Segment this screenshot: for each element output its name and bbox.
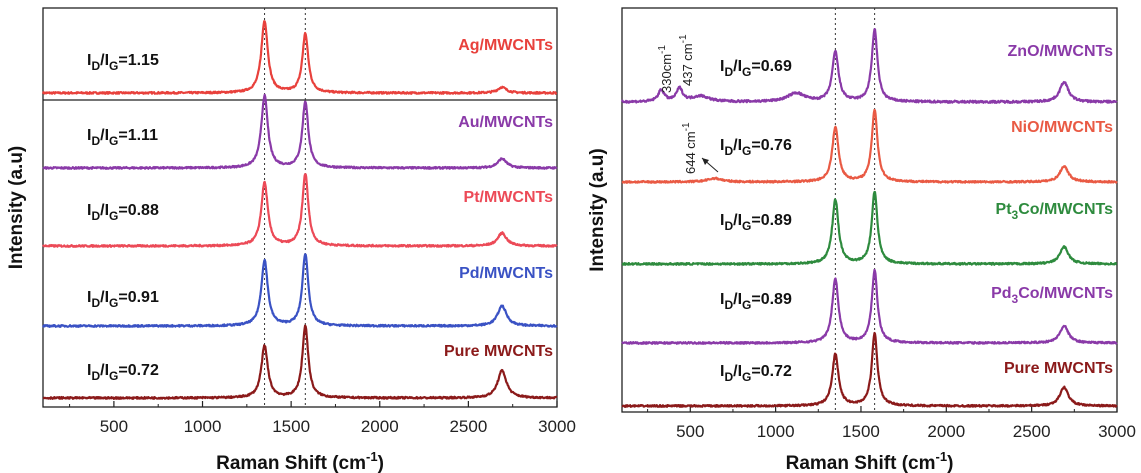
- x-tick-label: 500: [676, 422, 704, 441]
- y-axis-title: Intensity (a.u): [587, 148, 608, 272]
- series-label: Ag/MWCNTs: [458, 37, 553, 54]
- spectrum-line-au-mwcnts: [42, 93, 558, 170]
- x-tick-label: 1000: [757, 422, 795, 441]
- plot-frame: [621, 7, 1118, 413]
- chart-panel-right: 500 1000 1500 2000 2500 3000 Raman Shift (cm-1…: [587, 7, 1136, 473]
- series-label: ZnO/MWCNTs: [1008, 43, 1114, 60]
- id-ig-ratio: ID/IG=0.69: [720, 58, 792, 79]
- x-tick-label: 3000: [1098, 422, 1136, 441]
- x-tick-label: 2500: [1013, 422, 1051, 441]
- spectrum-line-pure-mwcnts: [621, 331, 1118, 408]
- series-label: Pure MWCNTs: [444, 343, 553, 360]
- plot-frame: [42, 7, 558, 408]
- id-ig-ratio: ID/IG=1.15: [87, 52, 159, 73]
- x-tick-label: 2000: [361, 417, 399, 436]
- x-tick-label: 500: [100, 417, 128, 436]
- id-ig-ratio: ID/IG=0.72: [87, 362, 159, 383]
- spectrum-line-pt3co-mwcnts: [621, 190, 1118, 266]
- id-ig-ratio: ID/IG=0.89: [720, 212, 792, 233]
- spectrum-line-pt-mwcnts: [42, 173, 558, 248]
- x-axis-title: Raman Shift (cm-1): [786, 449, 954, 473]
- id-ig-ratio: ID/IG=0.76: [720, 137, 792, 158]
- y-axis-title: Intensity (a.u): [6, 146, 27, 270]
- spectrum-line-zno-mwcnts: [620, 28, 1118, 104]
- spectrum-line-pd3co-mwcnts: [621, 268, 1118, 345]
- series-label: Pt3Co/MWCNTs: [996, 201, 1114, 222]
- peak-annotation-437: 437 cm-1: [678, 34, 695, 86]
- x-tick-label: 3000: [538, 417, 576, 436]
- x-tick-label: 1000: [184, 417, 222, 436]
- spectrum-line-nio-mwcnts: [621, 108, 1118, 184]
- x-tick-label: 1500: [842, 422, 880, 441]
- id-ig-ratio: ID/IG=0.89: [720, 291, 792, 312]
- series-label: Pd3Co/MWCNTs: [991, 285, 1113, 306]
- series-label: Au/MWCNTs: [458, 114, 553, 131]
- series-label: Pure MWCNTs: [1004, 360, 1113, 377]
- spectrum-line-pd-mwcnts: [41, 253, 558, 328]
- spectrum-line-pure-mwcnts: [42, 324, 558, 400]
- id-ig-ratio: ID/IG=0.88: [87, 202, 159, 223]
- x-tick-label: 2000: [927, 422, 965, 441]
- series-label: Pd/MWCNTs: [459, 265, 553, 282]
- series-label: Pt/MWCNTs: [464, 189, 554, 206]
- chart-panel-left: 500 1000 1500 2000 2500 3000 Raman Shift (cm-1…: [6, 7, 576, 473]
- id-ig-ratio: ID/IG=0.91: [87, 289, 159, 310]
- x-tick-label: 2500: [449, 417, 487, 436]
- peak-annotation-330: 330cm-1: [657, 45, 674, 93]
- id-ig-ratio: ID/IG=0.72: [720, 363, 792, 384]
- series-label: NiO/MWCNTs: [1011, 119, 1113, 136]
- x-axis-title: Raman Shift (cm-1): [216, 449, 384, 473]
- x-tick-label: 1500: [272, 417, 310, 436]
- spectrum-line-ag-mwcnts: [41, 20, 558, 95]
- id-ig-ratio: ID/IG=1.11: [87, 127, 158, 148]
- annotation-arrowhead: [702, 158, 709, 165]
- peak-annotation-644: 644 cm-1: [681, 122, 698, 174]
